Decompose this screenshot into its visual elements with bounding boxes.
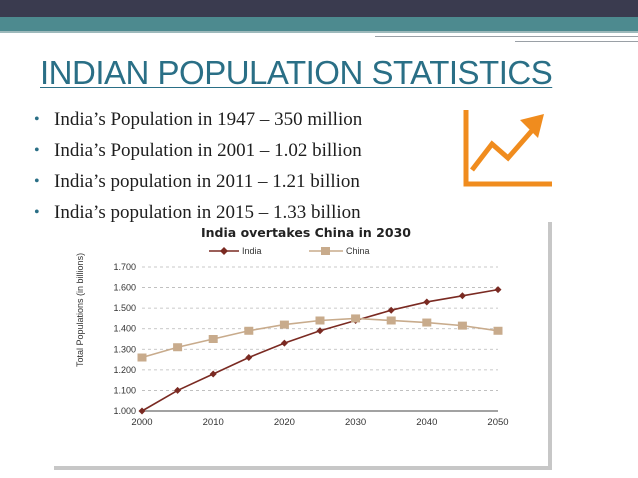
data-point-china <box>493 326 503 335</box>
data-point-india <box>280 339 288 347</box>
chart-x-tick-label: 2020 <box>274 417 295 428</box>
data-point-india <box>494 286 502 294</box>
legend-swatch-china <box>309 247 343 255</box>
data-point-china <box>315 316 325 325</box>
legend-label-india: India <box>242 246 262 256</box>
chart-x-tick-label: 2050 <box>487 417 508 428</box>
data-point-china <box>422 318 432 327</box>
chart-y-tick-label: 1.600 <box>113 283 136 293</box>
legend-label-china: China <box>346 246 370 256</box>
data-point-india <box>423 298 431 306</box>
data-point-china <box>457 321 467 330</box>
bullet-text: India’s Population in 2001 – 1.02 billio… <box>54 140 362 161</box>
chart-y-tick-label: 1.300 <box>113 344 136 354</box>
chart-y-tick-label: 1.400 <box>113 324 136 334</box>
data-point-india <box>245 354 253 362</box>
bullet-text: India’s population in 2011 – 1.21 billio… <box>54 171 360 192</box>
bullet-dot-icon: • <box>34 111 40 128</box>
data-point-china <box>351 314 361 323</box>
data-point-china <box>279 320 289 329</box>
bullet-list: • India’s Population in 1947 – 350 millio… <box>32 104 362 228</box>
bullet-dot-icon: • <box>34 204 40 221</box>
bullet-item: • India’s population in 2015 – 1.33 billi… <box>32 197 362 228</box>
chart-y-tick-label: 1.500 <box>113 303 136 313</box>
chart-plot-area: 1.000 1.100 1.200 1.300 1.400 1.500 1.600 1.700… <box>113 262 508 428</box>
data-point-india <box>138 407 146 415</box>
data-point-china <box>137 353 147 362</box>
chart-x-tick-label: 2030 <box>345 417 366 428</box>
bullet-item: • India’s Population in 1947 – 350 millio… <box>32 104 362 135</box>
chart-x-tick-label: 2000 <box>131 417 152 428</box>
bullet-dot-icon: • <box>34 142 40 159</box>
chart-y-tick-label: 1.700 <box>113 262 136 272</box>
bullet-item: • India’s Population in 2001 – 1.02 billi… <box>32 135 362 166</box>
legend-swatch-india <box>209 247 239 255</box>
chart-y-tick-label: 1.100 <box>113 385 136 395</box>
data-point-china <box>386 316 396 325</box>
data-point-india <box>316 327 324 335</box>
header-band <box>0 0 638 17</box>
data-point-india <box>209 370 217 378</box>
bullet-text: India’s Population in 1947 – 350 million <box>54 109 363 130</box>
header-divider <box>0 31 638 33</box>
header-accent-band <box>0 17 638 31</box>
slide-title: INDIAN POPULATION STATISTICS <box>40 54 553 91</box>
chart-title: India overtakes China in 2030 <box>201 225 411 240</box>
bullet-dot-icon: • <box>34 173 40 190</box>
bullet-text: India’s population in 2015 – 1.33 billio… <box>54 202 361 223</box>
growth-arrow-icon <box>463 110 552 187</box>
data-point-india <box>458 292 466 300</box>
bullet-item: • India’s population in 2011 – 1.21 billi… <box>32 166 362 197</box>
data-point-china <box>244 326 254 335</box>
chart-y-tick-label: 1.000 <box>113 406 136 416</box>
chart-y-tick-label: 1.200 <box>113 365 136 375</box>
decorative-line <box>375 36 638 37</box>
chart-x-tick-label: 2010 <box>203 417 224 428</box>
decorative-line <box>515 41 638 42</box>
data-point-china <box>173 343 183 352</box>
data-point-india <box>174 386 182 394</box>
chart-x-tick-label: 2040 <box>416 417 437 428</box>
data-point-china <box>208 335 218 343</box>
data-point-india <box>387 306 395 314</box>
chart-panel: India overtakes China in 2030 India Chin… <box>54 222 552 470</box>
